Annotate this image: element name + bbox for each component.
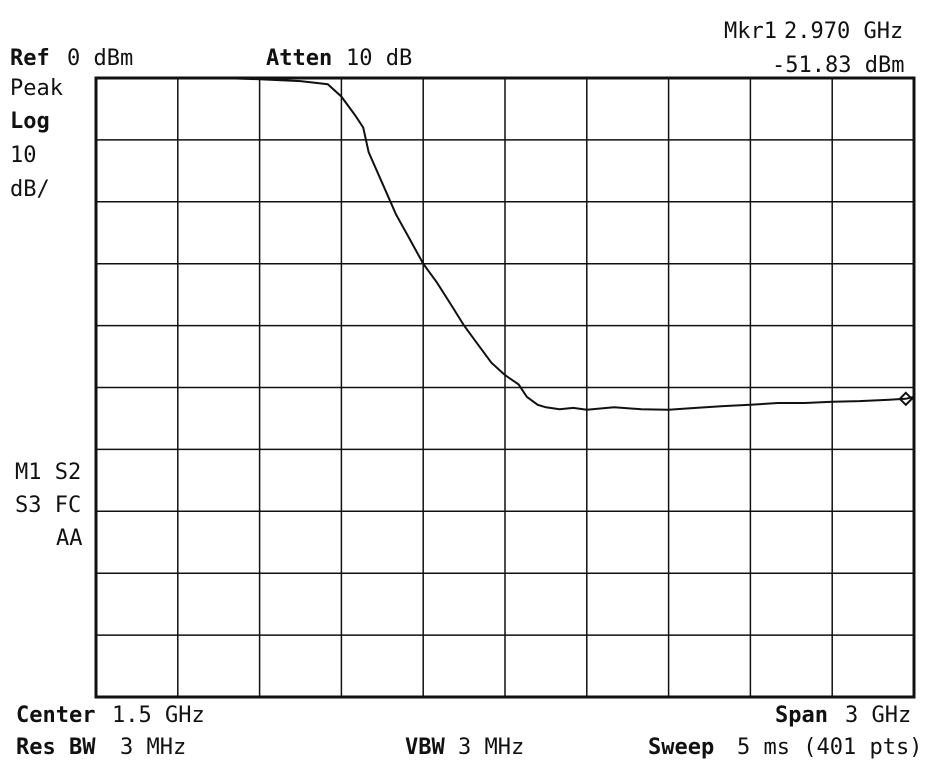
rbw-label: Res BW bbox=[16, 735, 96, 760]
ref-value: 0 dBm bbox=[67, 46, 134, 71]
scale-unit: dB/ bbox=[10, 177, 50, 202]
marker-frequency: 2.970 GHz bbox=[784, 19, 904, 44]
detector-mode: Peak bbox=[10, 76, 63, 101]
span-label: Span bbox=[775, 703, 828, 728]
center-value: 1.5 GHz bbox=[112, 703, 205, 728]
marker-label: Mkr1 bbox=[724, 19, 777, 44]
sweep-label: Sweep bbox=[648, 735, 715, 760]
center-label: Center bbox=[16, 703, 96, 728]
marker-level: -51.83 dBm bbox=[772, 53, 905, 78]
atten-value: 10 dB bbox=[346, 46, 413, 71]
graticule bbox=[96, 78, 914, 697]
trace-line bbox=[96, 77, 915, 411]
span-value: 3 GHz bbox=[845, 703, 912, 728]
scale-value: 10 bbox=[10, 143, 37, 168]
atten-label: Atten bbox=[266, 46, 333, 71]
status-line-3: AA bbox=[56, 526, 83, 551]
vbw-value: 3 MHz bbox=[458, 735, 525, 760]
vbw-label: VBW bbox=[405, 735, 445, 760]
status-line-2: S3 FC bbox=[15, 493, 82, 518]
marker-diamond-icon bbox=[898, 391, 914, 407]
status-line-1: M1 S2 bbox=[15, 460, 82, 485]
scale-type: Log bbox=[10, 109, 50, 134]
sweep-value: 5 ms (401 pts) bbox=[737, 735, 923, 760]
ref-label: Ref bbox=[10, 46, 50, 71]
rbw-value: 3 MHz bbox=[120, 735, 187, 760]
